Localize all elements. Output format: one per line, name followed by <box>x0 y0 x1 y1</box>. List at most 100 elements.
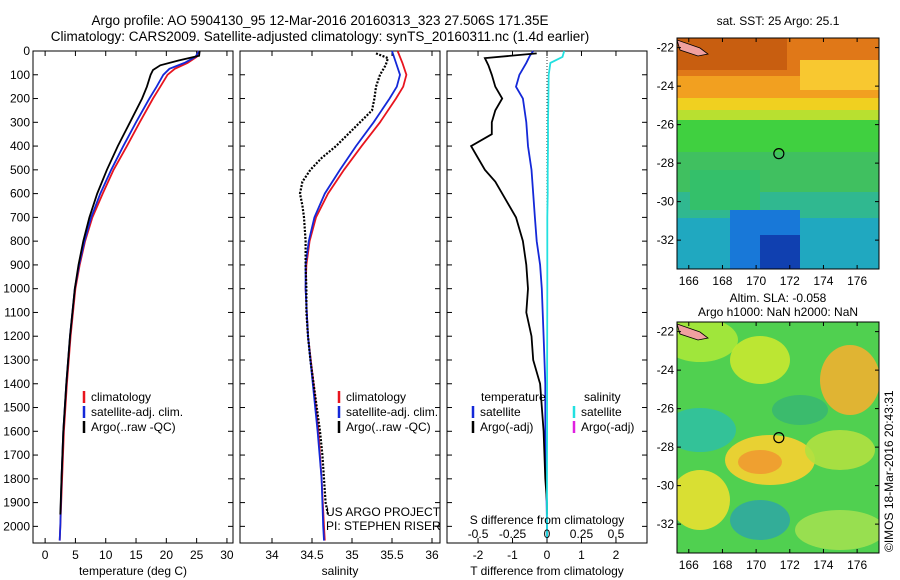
depth-tick-label: 1500 <box>3 401 30 415</box>
sst-frame <box>676 37 880 270</box>
sla-title-line1: Altim. SLA: -0.058 <box>730 291 827 305</box>
sst-ytick-label: -28 <box>657 156 675 170</box>
sla-xtick-label: 176 <box>847 558 867 572</box>
sla-ytick-label: -22 <box>657 325 675 339</box>
sla-xtick-label: 166 <box>679 558 699 572</box>
sla-argo-marker <box>773 432 785 444</box>
temperature-panel: 0 5 10 15 20 25 300100200300400500600700800900… <box>3 44 234 578</box>
diff-xlabel: T difference from climatology <box>470 564 624 578</box>
diff-sal-legend-label: Argo(-adj) <box>581 420 634 434</box>
depth-tick-label: 600 <box>10 187 30 201</box>
sst-xtick-label: 166 <box>679 274 699 288</box>
depth-tick-label: 200 <box>10 92 30 106</box>
sal-frame <box>239 50 441 544</box>
diff-xtick-label: 2 <box>613 548 620 562</box>
land-outline <box>677 39 709 57</box>
temp-legend-label: satellite-adj. clim. <box>91 405 183 419</box>
depth-tick-label: 1800 <box>3 472 30 486</box>
land-outline <box>677 323 709 341</box>
diff-xtick-label: 1 <box>578 548 585 562</box>
sal-series-line <box>304 50 401 541</box>
difference-panel: -2 -1 0 1 2 -0.5 -0.25 0 0.25 0.5S difference fro… <box>446 50 648 578</box>
sst-ytick-label: -24 <box>657 79 675 93</box>
depth-tick-label: 500 <box>10 163 30 177</box>
credit-project: US ARGO PROJECT <box>326 505 441 519</box>
sst-xtick-label: 174 <box>813 274 833 288</box>
header-title-line1: Argo profile: AO 5904130_95 12-Mar-2016 … <box>91 13 549 28</box>
sal-xlabel: salinity <box>322 564 359 578</box>
depth-tick-label: 100 <box>10 68 30 82</box>
sla-anomaly-blob <box>677 470 730 530</box>
sal-xtick-label: 35.5 <box>380 548 404 562</box>
sla-frame <box>676 321 880 554</box>
depth-tick-label: 700 <box>10 210 30 224</box>
salinity-panel: 34 34.5 35 35.5 36 salinity climatologysatelli… <box>239 50 441 578</box>
depth-tick-label: 1000 <box>3 282 30 296</box>
temp-xtick-label: 15 <box>129 548 143 562</box>
sal-legend-label: climatology <box>346 390 406 404</box>
sla-anomaly-blob <box>805 430 875 470</box>
depth-tick-label: 400 <box>10 139 30 153</box>
sal-xtick-label: 34.5 <box>300 548 324 562</box>
sst-patch-deep-blue <box>760 235 800 269</box>
sst-patch-green <box>690 170 760 210</box>
sla-xtick-label: 168 <box>712 558 732 572</box>
sst-xtick-label: 168 <box>712 274 732 288</box>
diff-temp-legend-label: Argo(-adj) <box>480 420 533 434</box>
header-title-line2: Climatology: CARS2009. Satellite-adjuste… <box>50 29 590 44</box>
diff-xtick-label: 0 <box>544 548 551 562</box>
diff-sal-legend-label: satellite <box>581 405 622 419</box>
temp-legend-label: climatology <box>91 390 151 404</box>
sal-xtick-label: 35 <box>345 548 359 562</box>
temp-xtick-label: 0 <box>42 548 49 562</box>
depth-tick-label: 900 <box>10 258 30 272</box>
sst-ytick-label: -30 <box>657 195 675 209</box>
temp-xtick-label: 30 <box>220 548 234 562</box>
depth-tick-label: 800 <box>10 234 30 248</box>
sla-ytick-label: -24 <box>657 363 675 377</box>
sst-xtick-label: 176 <box>847 274 867 288</box>
diff-s-tick-label: -0.5 <box>468 527 489 541</box>
diff-xlabel-top: S difference from climatology <box>470 513 625 527</box>
sst-band <box>677 110 879 120</box>
diff-xtick-label: -1 <box>507 548 518 562</box>
sla-title-line2: Argo h1000: NaN h2000: NaN <box>698 305 858 319</box>
sst-ytick-label: -32 <box>657 233 675 247</box>
depth-tick-label: 1700 <box>3 448 30 462</box>
temp-xtick-label: 25 <box>190 548 204 562</box>
depth-tick-label: 300 <box>10 115 30 129</box>
sst-patch-yellow <box>800 60 879 90</box>
depth-tick-label: 0 <box>23 44 30 58</box>
sla-anomaly-blob <box>795 510 879 550</box>
sla-ytick-label: -28 <box>657 440 675 454</box>
sst-map-panel: sat. SST: 25 Argo: 25.1 166 168 170 172 174 17… <box>657 14 880 288</box>
depth-tick-label: 1200 <box>3 329 30 343</box>
temp-legend-label: Argo(..raw -QC) <box>91 420 176 434</box>
temp-frame <box>32 50 234 544</box>
credit-pi: PI: STEPHEN RISER <box>326 519 441 533</box>
diff-s-tick-label: 0 <box>544 527 551 541</box>
sst-argo-marker <box>773 148 785 160</box>
diff-legend-temp-title: temperature <box>481 390 546 404</box>
diff-series-line <box>469 52 548 515</box>
depth-tick-label: 2000 <box>3 519 30 533</box>
sal-legend-label: Argo(..raw -QC) <box>346 420 431 434</box>
depth-tick-label: 1600 <box>3 424 30 438</box>
sla-anomaly-blob <box>820 345 879 415</box>
diff-legend-sal-title: salinity <box>584 390 621 404</box>
diff-temp-legend-label: satellite <box>480 405 521 419</box>
sst-xtick-label: 172 <box>780 274 800 288</box>
sal-xtick-label: 36 <box>425 548 439 562</box>
sst-xtick-label: 170 <box>746 274 766 288</box>
sla-xtick-label: 174 <box>813 558 833 572</box>
diff-series-line <box>546 50 566 539</box>
temp-xtick-label: 5 <box>72 548 79 562</box>
diff-xtick-label: -2 <box>473 548 484 562</box>
diff-s-tick-label: 0.5 <box>608 527 625 541</box>
depth-tick-label: 1100 <box>4 305 30 319</box>
sla-xtick-label: 172 <box>780 558 800 572</box>
sal-series-line <box>298 52 390 515</box>
sla-anomaly-blob <box>730 500 790 540</box>
